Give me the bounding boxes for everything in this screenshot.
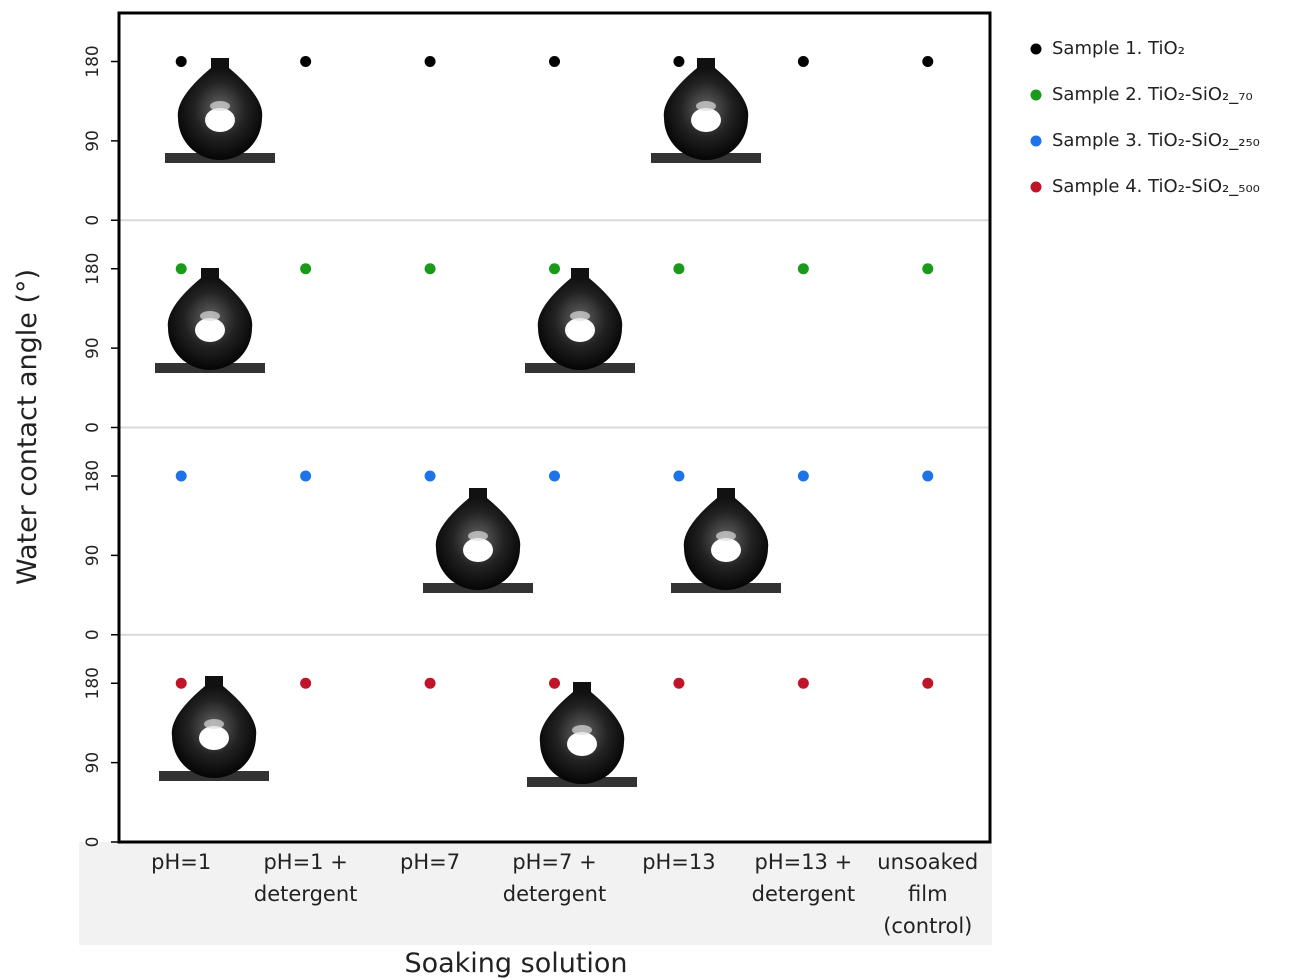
x-axis-title: Soaking solution bbox=[404, 948, 627, 978]
legend-label: Sample 3. TiO₂-SiO₂_₂₅₀ bbox=[1052, 130, 1260, 151]
data-point bbox=[673, 263, 684, 274]
droplet-images bbox=[155, 58, 781, 787]
data-point bbox=[425, 263, 436, 274]
data-point bbox=[673, 471, 684, 482]
y-tick-label: 180 bbox=[83, 460, 103, 492]
data-point bbox=[673, 678, 684, 689]
data-point bbox=[300, 56, 311, 67]
page: {"chart_data": {"type": "scatter", "x_la… bbox=[0, 0, 1296, 978]
data-point bbox=[549, 678, 560, 689]
data-point bbox=[300, 471, 311, 482]
y-tick-label: 0 bbox=[83, 837, 103, 848]
data-point bbox=[673, 56, 684, 67]
x-tick-label: pH=13 bbox=[642, 850, 715, 874]
data-point bbox=[549, 471, 560, 482]
y-tick-label: 180 bbox=[83, 45, 103, 77]
x-tick-label-line: unsoaked bbox=[877, 850, 978, 874]
data-point bbox=[176, 471, 187, 482]
data-point bbox=[922, 56, 933, 67]
legend-label: Sample 4. TiO₂-SiO₂_₅₀₀ bbox=[1052, 176, 1260, 197]
x-tick-label-line: pH=13 bbox=[642, 850, 715, 874]
data-point bbox=[798, 471, 809, 482]
chart: Soaking solution Water contact angle (°)… bbox=[0, 0, 1296, 978]
data-point bbox=[425, 56, 436, 67]
x-tick-label-line: pH=7 bbox=[400, 850, 460, 874]
data-point bbox=[176, 678, 187, 689]
y-tick-label: 90 bbox=[83, 545, 103, 567]
y-tick-label: 90 bbox=[83, 337, 103, 359]
x-tick-label: pH=1 bbox=[151, 850, 211, 874]
legend-marker bbox=[1031, 136, 1042, 147]
y-axis-title: Water contact angle (°) bbox=[12, 269, 43, 585]
data-point bbox=[798, 263, 809, 274]
data-point bbox=[922, 471, 933, 482]
data-point bbox=[176, 56, 187, 67]
x-tick-label-line: detergent bbox=[254, 882, 357, 906]
data-point bbox=[176, 263, 187, 274]
data-point bbox=[798, 56, 809, 67]
legend-label: Sample 2. TiO₂-SiO₂_₇₀ bbox=[1052, 84, 1253, 105]
y-tick-label: 90 bbox=[83, 130, 103, 152]
legend-label: Sample 1. TiO₂ bbox=[1052, 38, 1185, 59]
data-point bbox=[300, 263, 311, 274]
data-point bbox=[922, 263, 933, 274]
y-tick-label: 0 bbox=[83, 215, 103, 226]
y-tick-label: 180 bbox=[83, 253, 103, 285]
legend-marker bbox=[1031, 90, 1042, 101]
legend-marker bbox=[1031, 182, 1042, 193]
x-tick-label-line: pH=7 + bbox=[512, 850, 596, 874]
data-point bbox=[300, 678, 311, 689]
data-point bbox=[425, 678, 436, 689]
x-tick-label-line: (control) bbox=[883, 914, 972, 938]
data-point bbox=[549, 56, 560, 67]
x-tick-label-line: detergent bbox=[752, 882, 855, 906]
y-tick-label: 180 bbox=[83, 667, 103, 699]
x-tick-label-line: detergent bbox=[503, 882, 606, 906]
y-tick-label: 90 bbox=[83, 752, 103, 774]
data-point bbox=[798, 678, 809, 689]
data-point bbox=[425, 471, 436, 482]
y-tick-label: 0 bbox=[83, 629, 103, 640]
x-tick-label-line: film bbox=[908, 882, 948, 906]
legend-marker bbox=[1031, 44, 1042, 55]
data-point bbox=[549, 263, 560, 274]
data-point bbox=[922, 678, 933, 689]
x-tick-label-line: pH=1 + bbox=[263, 850, 347, 874]
x-tick-label-line: pH=1 bbox=[151, 850, 211, 874]
y-tick-label: 0 bbox=[83, 422, 103, 433]
x-tick-label: pH=7 bbox=[400, 850, 460, 874]
x-tick-label-line: pH=13 + bbox=[754, 850, 852, 874]
